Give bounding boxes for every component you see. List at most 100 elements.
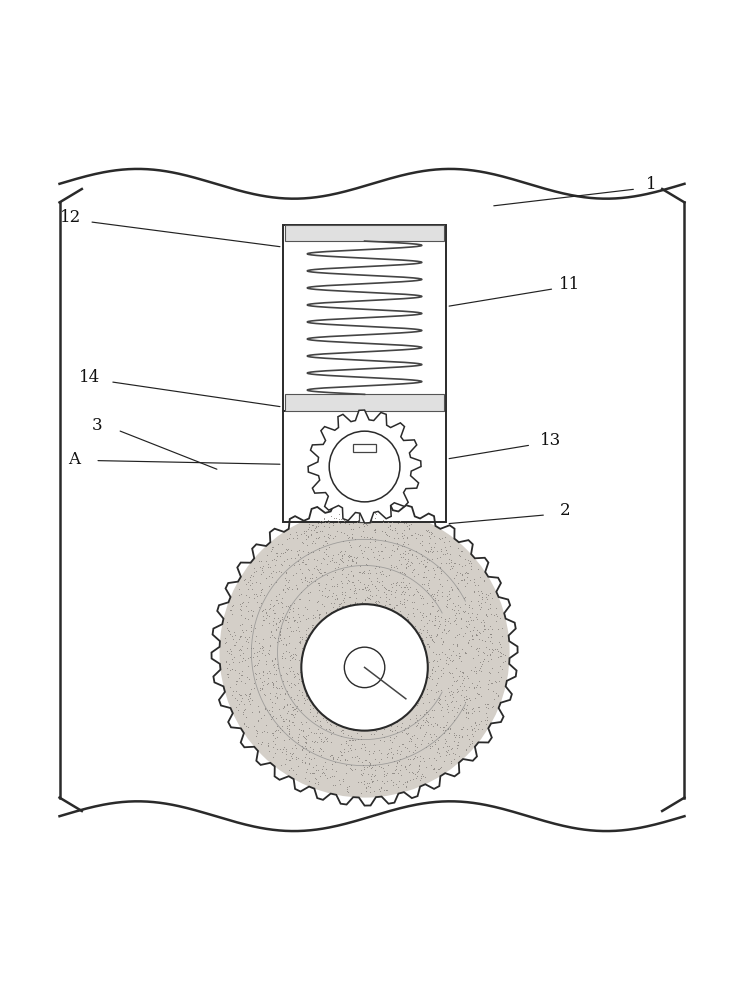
Point <box>363 590 375 606</box>
Point <box>255 710 267 726</box>
Point <box>398 670 410 686</box>
Point <box>303 519 315 535</box>
Point <box>256 680 268 696</box>
Point <box>452 580 464 596</box>
Point <box>330 616 341 632</box>
Point <box>347 574 359 590</box>
Point <box>403 643 414 659</box>
Point <box>319 514 331 530</box>
Point <box>288 691 300 707</box>
Point <box>421 615 433 631</box>
Point <box>283 628 295 644</box>
Point <box>456 721 468 737</box>
Point <box>310 651 322 667</box>
Point <box>313 606 325 622</box>
Point <box>452 737 464 753</box>
Point <box>371 580 382 596</box>
Point <box>407 605 419 621</box>
Point <box>376 698 388 714</box>
Point <box>481 699 493 715</box>
Point <box>352 659 364 675</box>
Point <box>231 692 243 708</box>
Point <box>383 567 395 583</box>
Point <box>308 694 320 710</box>
Point <box>327 688 339 704</box>
Point <box>450 610 462 626</box>
Point <box>450 616 462 632</box>
Point <box>318 528 330 544</box>
Point <box>353 645 365 661</box>
Point <box>346 616 358 632</box>
Point <box>380 631 392 647</box>
Circle shape <box>329 431 400 502</box>
Point <box>334 684 346 700</box>
Point <box>336 547 348 563</box>
Point <box>286 750 298 766</box>
Point <box>362 758 374 774</box>
Point <box>294 721 306 737</box>
Point <box>414 748 426 764</box>
Point <box>434 759 446 775</box>
Point <box>400 696 412 712</box>
Point <box>323 696 335 712</box>
Point <box>389 584 401 600</box>
Point <box>464 616 475 632</box>
Point <box>431 559 443 575</box>
Point <box>449 555 461 571</box>
Point <box>307 619 318 635</box>
Point <box>237 706 248 722</box>
Point <box>289 577 301 593</box>
Point <box>460 704 472 720</box>
Point <box>363 746 375 762</box>
Point <box>280 612 292 628</box>
Point <box>432 626 443 642</box>
Point <box>257 664 269 680</box>
Point <box>399 599 411 615</box>
Point <box>465 662 477 678</box>
Point <box>253 665 265 681</box>
Point <box>446 652 458 668</box>
Point <box>287 609 299 625</box>
Point <box>326 761 338 777</box>
Point <box>329 591 341 607</box>
Point <box>282 703 294 719</box>
Point <box>361 654 373 670</box>
Point <box>379 721 391 737</box>
Point <box>381 773 393 789</box>
Point <box>312 607 324 623</box>
Point <box>342 530 354 546</box>
Point <box>263 665 275 681</box>
Point <box>460 742 472 758</box>
Point <box>287 623 299 639</box>
Point <box>369 618 381 634</box>
Point <box>303 610 315 626</box>
Point <box>393 698 405 714</box>
Point <box>409 748 421 764</box>
Point <box>423 738 435 754</box>
Point <box>402 536 414 552</box>
Point <box>310 524 322 540</box>
Point <box>482 629 494 645</box>
Point <box>452 637 464 653</box>
Point <box>341 693 353 709</box>
Point <box>460 565 472 581</box>
Point <box>258 612 270 628</box>
Point <box>400 584 411 600</box>
Point <box>242 634 254 650</box>
Point <box>403 587 414 603</box>
Point <box>281 542 293 558</box>
Point <box>292 687 304 703</box>
Point <box>360 783 372 799</box>
Point <box>335 511 347 527</box>
Point <box>374 663 386 679</box>
Point <box>254 670 266 686</box>
Point <box>457 719 469 735</box>
Point <box>401 555 413 571</box>
Point <box>407 751 419 767</box>
Point <box>298 552 310 568</box>
Point <box>330 554 342 570</box>
Point <box>283 579 295 595</box>
Point <box>331 647 343 663</box>
Point <box>227 631 239 647</box>
Point <box>252 635 264 651</box>
